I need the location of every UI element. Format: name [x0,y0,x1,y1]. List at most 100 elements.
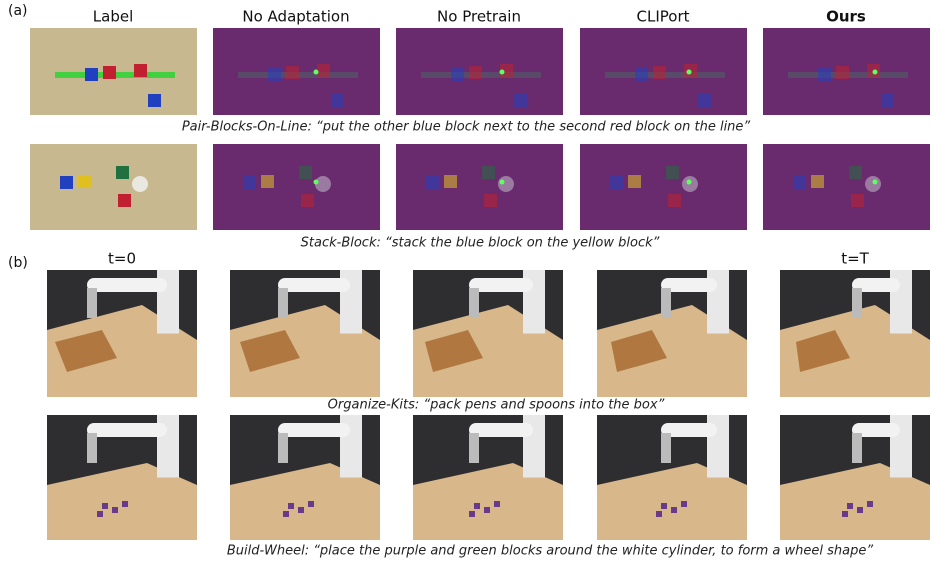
image [763,28,930,115]
image [580,28,747,115]
prediction-dot [313,69,319,75]
box [796,330,850,372]
block [112,507,118,513]
block [286,66,299,79]
image [580,144,747,230]
image [780,415,930,540]
image [47,270,197,397]
block [301,194,314,207]
prediction-dot [872,179,878,185]
robot-wrist [469,288,479,318]
image-background [30,144,197,230]
robot-arm [87,423,167,437]
block [444,175,457,188]
time-label: t=T [841,250,869,268]
column-header: Label [93,8,133,26]
block [283,511,289,517]
image [30,144,197,230]
image [413,415,563,540]
block [268,68,281,81]
image-background [213,144,380,230]
block [482,166,495,179]
block [148,94,161,107]
block [671,507,677,513]
block [331,94,344,107]
robot-wrist [661,288,671,318]
block [514,94,527,107]
block [851,194,864,207]
robot-wrist [278,288,288,318]
block [298,507,304,513]
robot-wrist [852,433,862,463]
task-caption: Pair-Blocks-On-Line: “put the other blue… [182,120,751,135]
image [396,28,563,115]
block [78,175,91,188]
prediction-dot [686,69,692,75]
block [484,194,497,207]
image [396,144,563,230]
table [413,463,563,540]
robot-arm [278,278,350,292]
robot-arm [661,278,717,292]
panel-label: (b) [8,255,28,271]
block [635,68,648,81]
task-caption: Stack-Block: “stack the blue block on th… [301,236,660,251]
robot-arm [852,278,900,292]
block [474,503,480,509]
image [597,270,747,397]
time-label: t=0 [108,250,136,268]
prediction-dot [686,179,692,185]
image [597,415,747,540]
block [85,68,98,81]
block [656,511,662,517]
image-background [396,144,563,230]
column-header: Ours [826,8,866,26]
block [653,66,666,79]
block [243,176,256,189]
robot-wrist [87,288,97,318]
block [426,176,439,189]
block [299,166,312,179]
image-background [763,144,930,230]
block [451,68,464,81]
table [230,463,380,540]
robot-arm [87,278,167,292]
block [484,507,490,513]
cylinder [865,176,881,192]
block [867,501,873,507]
block [317,64,330,77]
block [849,166,862,179]
cylinder [315,176,331,192]
prediction-dot [872,69,878,75]
cylinder [498,176,514,192]
block [60,176,73,189]
image [230,415,380,540]
task-caption: Build-Wheel: “place the purple and green… [227,544,873,559]
block [666,166,679,179]
block [469,66,482,79]
prediction-dot [499,179,505,185]
block [97,511,103,517]
cylinder [132,176,148,192]
block [857,507,863,513]
block [847,503,853,509]
block [288,503,294,509]
prediction-dot [499,69,505,75]
block [881,94,894,107]
block [103,66,116,79]
image [413,270,563,397]
block [116,166,129,179]
block [494,501,500,507]
robot-arm [661,423,717,437]
box [425,330,483,372]
block [118,194,131,207]
block [793,176,806,189]
robot-wrist [87,433,97,463]
robot-wrist [278,433,288,463]
block [628,175,641,188]
image-background [580,144,747,230]
task-caption: Organize-Kits: “pack pens and spoons int… [328,398,665,413]
robot-arm [852,423,900,437]
prediction-dot [313,179,319,185]
table [780,463,930,540]
